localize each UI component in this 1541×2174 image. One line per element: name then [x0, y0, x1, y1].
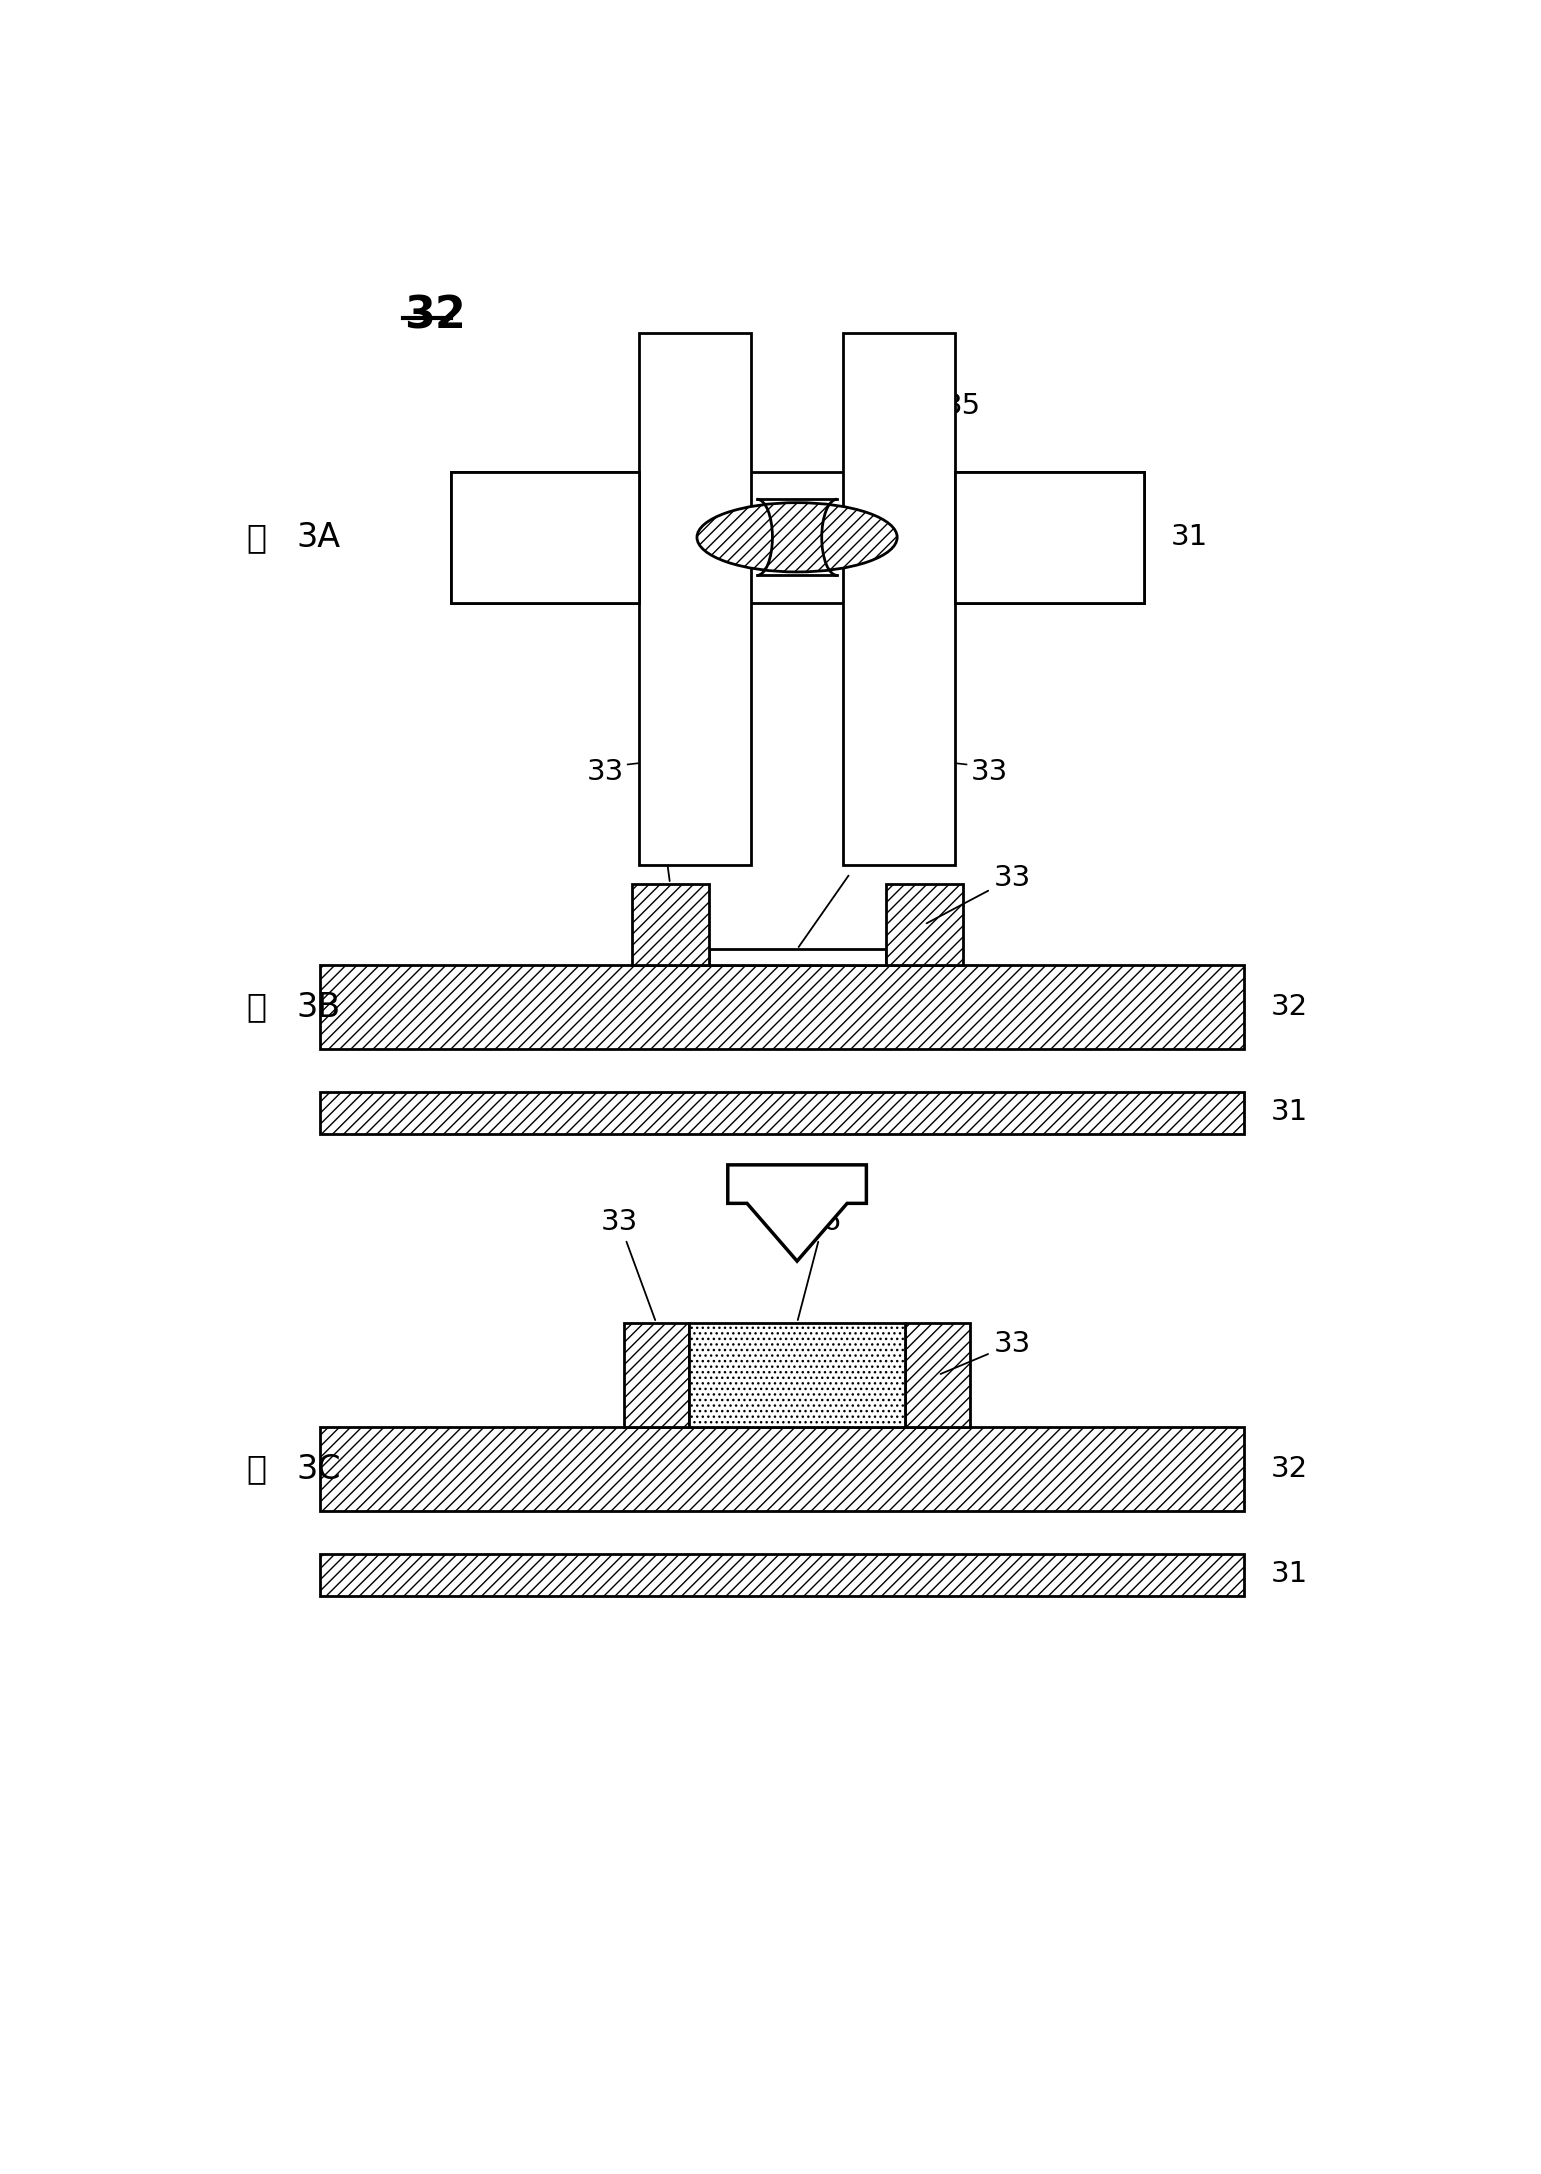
Bar	[689, 1322, 905, 1426]
Ellipse shape	[697, 502, 897, 572]
Bar	[955, 472, 1143, 602]
Text: 34: 34	[798, 844, 880, 948]
Bar	[319, 1426, 1244, 1511]
Text: 31: 31	[1171, 524, 1208, 552]
Bar	[640, 333, 750, 865]
Text: 34: 34	[712, 391, 750, 520]
Text: 3C: 3C	[296, 1452, 341, 1485]
Text: 3A: 3A	[296, 522, 341, 554]
Text: 36: 36	[798, 1209, 841, 1320]
Bar	[886, 885, 963, 965]
Text: 3B: 3B	[296, 991, 341, 1024]
Bar	[905, 1322, 971, 1426]
Text: 33: 33	[971, 759, 1008, 787]
Text: 32: 32	[404, 296, 467, 337]
Bar	[624, 1322, 689, 1426]
Bar	[843, 333, 955, 865]
Bar	[709, 950, 886, 965]
Bar	[319, 965, 1244, 1050]
Text: 35: 35	[849, 391, 980, 515]
Bar	[319, 1554, 1244, 1596]
Bar	[450, 472, 1143, 602]
Text: 32: 32	[1271, 994, 1308, 1022]
Text: 33: 33	[587, 759, 624, 787]
Text: 图: 图	[247, 991, 267, 1024]
Text: 31: 31	[1271, 1098, 1308, 1126]
Text: 33: 33	[601, 1209, 655, 1320]
Text: 图: 图	[247, 522, 267, 554]
Bar	[450, 472, 640, 602]
Bar	[632, 885, 709, 965]
Bar	[319, 1091, 1244, 1135]
Text: 31: 31	[1271, 1561, 1308, 1589]
Text: 图: 图	[247, 1452, 267, 1485]
Polygon shape	[727, 1165, 866, 1261]
Text: 33: 33	[926, 863, 1031, 924]
Text: 33: 33	[640, 776, 676, 880]
Text: 32: 32	[1271, 1454, 1308, 1483]
Text: 33: 33	[940, 1330, 1031, 1374]
